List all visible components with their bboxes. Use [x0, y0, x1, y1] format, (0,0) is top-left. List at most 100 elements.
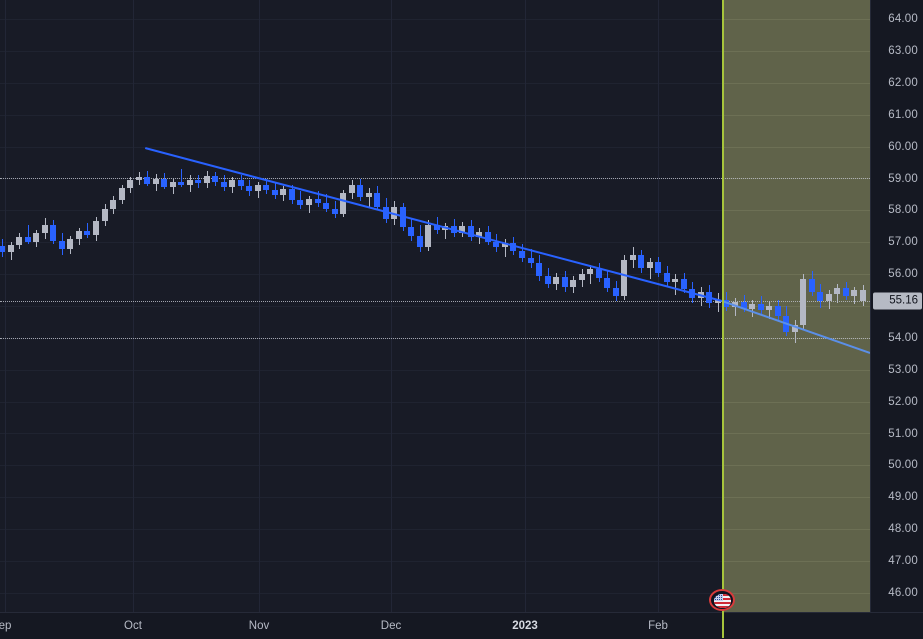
- price-tick-label: 61.00: [888, 108, 918, 121]
- candle-body: [579, 274, 585, 280]
- gridline-h: [722, 210, 870, 211]
- candle-body: [366, 192, 372, 197]
- gridline-h: [0, 274, 870, 275]
- gridline-h: [722, 242, 870, 243]
- candle-body: [0, 246, 5, 252]
- price-level-line: [0, 338, 870, 339]
- gridline-h: [0, 115, 870, 116]
- candle-body: [715, 299, 721, 304]
- candle-body: [638, 255, 644, 268]
- gridline-h: [722, 402, 870, 403]
- gridline-h: [0, 210, 870, 211]
- gridline-h: [722, 274, 870, 275]
- candle-body: [766, 306, 772, 310]
- now-line-tick: [722, 612, 724, 638]
- price-chart-plot[interactable]: [0, 0, 870, 612]
- price-axis[interactable]: 64.00 63.00 62.00 61.00 60.00 59.00 58.00 57.00…: [870, 0, 923, 612]
- descending-resistance[interactable]: [144, 147, 723, 302]
- candle-body: [136, 176, 142, 181]
- candle-body: [170, 182, 176, 187]
- price-tick-label: 53.00: [888, 363, 918, 376]
- candle-body: [315, 199, 321, 204]
- price-tick-label: 56.00: [888, 268, 918, 281]
- candle-body: [792, 325, 798, 332]
- candle-body: [485, 232, 491, 242]
- candle-wick: [590, 264, 591, 284]
- price-tick-label: 52.00: [888, 395, 918, 408]
- price-tick-label: 59.00: [888, 172, 918, 185]
- gridline-h: [0, 561, 870, 562]
- candle-body: [570, 279, 576, 287]
- current-price-label: 55.16: [873, 292, 922, 310]
- price-tick-label: 64.00: [888, 13, 918, 26]
- candle-body: [408, 226, 414, 236]
- gridline-h: [0, 529, 870, 530]
- candle-body: [374, 192, 380, 207]
- gridline-h: [722, 433, 870, 434]
- candle-body: [238, 180, 244, 186]
- gridline-h: [722, 19, 870, 20]
- candle-body: [536, 262, 542, 276]
- candle-body: [323, 203, 329, 209]
- candle-body: [809, 278, 815, 292]
- candle-body: [221, 181, 227, 188]
- candle-body: [655, 262, 661, 273]
- candle-body: [476, 232, 482, 237]
- candle-body: [127, 180, 133, 189]
- candle-body: [178, 182, 184, 185]
- candle-wick: [318, 190, 319, 208]
- price-tick-label: 51.00: [888, 427, 918, 440]
- candle-body: [50, 224, 56, 241]
- gridline-h: [0, 83, 870, 84]
- candle-body: [67, 239, 73, 250]
- gridline-v: [133, 0, 134, 612]
- gridline-h: [0, 433, 870, 434]
- candle-body: [758, 304, 764, 310]
- candle-body: [272, 189, 278, 196]
- gridline-h: [722, 561, 870, 562]
- candle-body: [102, 208, 108, 221]
- candle-body: [604, 277, 610, 288]
- candle-body: [357, 184, 363, 197]
- price-level-line: [0, 301, 870, 302]
- price-tick-label: 63.00: [888, 45, 918, 57]
- time-axis[interactable]: ep Oct Nov Dec 2023 Feb: [0, 612, 923, 639]
- candle-body: [681, 278, 687, 290]
- candle-body: [502, 242, 508, 248]
- candle-wick: [300, 191, 301, 209]
- candle-body: [800, 278, 806, 326]
- candle-body: [161, 178, 167, 187]
- candle-body: [289, 189, 295, 201]
- candle-body: [613, 287, 619, 297]
- candle-wick: [28, 224, 29, 244]
- candle-body: [42, 224, 48, 234]
- time-tick-label: ep: [0, 620, 12, 632]
- candle-body: [93, 220, 99, 236]
- us-earnings-flag[interactable]: [709, 589, 735, 611]
- candle-body: [297, 200, 303, 205]
- gridline-v: [259, 0, 260, 612]
- price-tick-label: 47.00: [888, 555, 918, 567]
- candle-body: [110, 200, 116, 209]
- price-tick-label: 48.00: [888, 523, 918, 536]
- candle-body: [144, 176, 150, 185]
- candle-wick: [445, 223, 446, 240]
- candle-body: [340, 192, 346, 214]
- price-tick-label: 54.00: [888, 331, 918, 344]
- gridline-h: [722, 51, 870, 52]
- candle-body: [246, 185, 252, 192]
- gridline-h: [0, 242, 870, 243]
- candle-body: [468, 225, 474, 237]
- gridline-h: [722, 529, 870, 530]
- candle-body: [630, 255, 636, 260]
- price-tick-label: 58.00: [888, 204, 918, 217]
- gridline-h: [722, 593, 870, 594]
- gridline-h: [0, 306, 870, 307]
- time-tick-label: Nov: [248, 620, 270, 632]
- candle-body: [76, 231, 82, 240]
- candle-wick: [181, 168, 182, 188]
- candle-wick: [769, 301, 770, 319]
- candle-body: [817, 291, 823, 302]
- candle-body: [493, 241, 499, 248]
- candle-body: [587, 269, 593, 275]
